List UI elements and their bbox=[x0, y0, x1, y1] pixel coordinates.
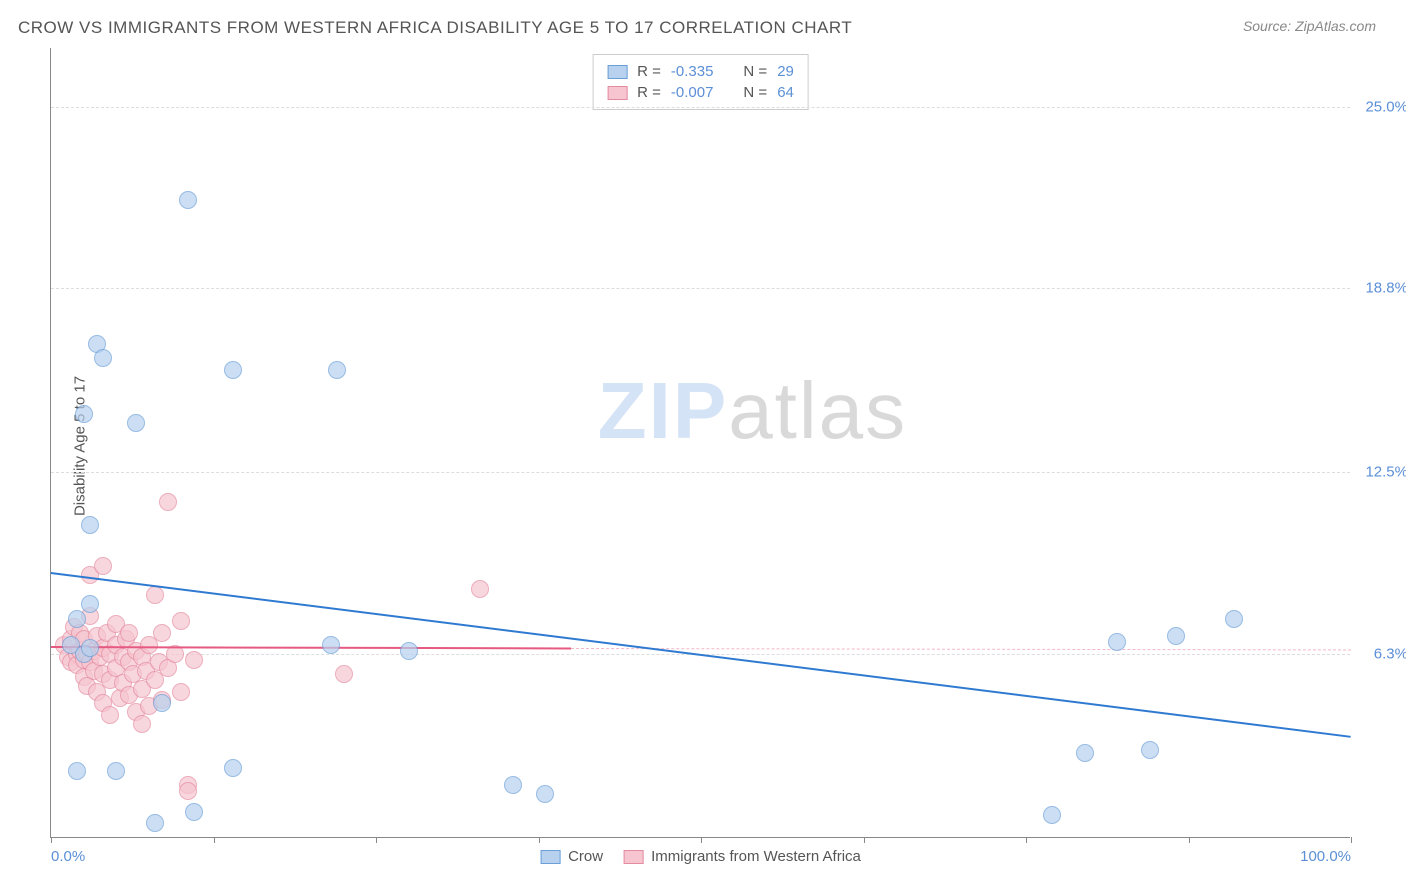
data-point-crow bbox=[1043, 806, 1061, 824]
legend-row-immigrants: R = -0.007 N = 64 bbox=[607, 82, 794, 103]
data-point-crow bbox=[224, 759, 242, 777]
data-point-crow bbox=[81, 595, 99, 613]
x-tick-label: 100.0% bbox=[1300, 848, 1351, 865]
data-point-crow bbox=[322, 636, 340, 654]
gridline bbox=[51, 288, 1350, 289]
data-point-immigrants bbox=[185, 651, 203, 669]
data-point-immigrants bbox=[172, 683, 190, 701]
x-tick-label: 0.0% bbox=[51, 848, 85, 865]
x-tick bbox=[539, 837, 540, 843]
chart-title: CROW VS IMMIGRANTS FROM WESTERN AFRICA D… bbox=[18, 18, 852, 38]
data-point-immigrants bbox=[172, 612, 190, 630]
y-tick-label: 12.5% bbox=[1365, 464, 1406, 481]
x-tick bbox=[1026, 837, 1027, 843]
data-point-crow bbox=[68, 762, 86, 780]
x-tick bbox=[1189, 837, 1190, 843]
gridline bbox=[51, 107, 1350, 108]
data-point-immigrants bbox=[120, 624, 138, 642]
data-point-crow bbox=[127, 414, 145, 432]
data-point-immigrants bbox=[471, 580, 489, 598]
x-tick bbox=[1351, 837, 1352, 843]
legend-item-immigrants: Immigrants from Western Africa bbox=[623, 848, 861, 865]
series-legend: Crow Immigrants from Western Africa bbox=[540, 848, 861, 865]
data-point-crow bbox=[1167, 627, 1185, 645]
data-point-immigrants bbox=[153, 624, 171, 642]
data-point-immigrants bbox=[159, 493, 177, 511]
data-point-crow bbox=[185, 803, 203, 821]
chart-source: Source: ZipAtlas.com bbox=[1243, 18, 1376, 34]
data-point-immigrants bbox=[94, 557, 112, 575]
swatch-immigrants bbox=[607, 86, 627, 100]
data-point-crow bbox=[1141, 741, 1159, 759]
data-point-immigrants bbox=[101, 706, 119, 724]
x-tick bbox=[376, 837, 377, 843]
data-point-crow bbox=[328, 361, 346, 379]
data-point-crow bbox=[107, 762, 125, 780]
x-tick bbox=[51, 837, 52, 843]
data-point-crow bbox=[81, 639, 99, 657]
y-tick-label: 18.8% bbox=[1365, 279, 1406, 296]
data-point-crow bbox=[1076, 744, 1094, 762]
y-tick-label: 6.3% bbox=[1374, 645, 1406, 662]
data-point-immigrants bbox=[146, 586, 164, 604]
data-point-crow bbox=[400, 642, 418, 660]
data-point-crow bbox=[504, 776, 522, 794]
watermark-logo: ZIPatlas bbox=[598, 365, 907, 457]
gridline bbox=[51, 472, 1350, 473]
data-point-immigrants bbox=[179, 782, 197, 800]
data-point-immigrants bbox=[133, 715, 151, 733]
data-point-crow bbox=[75, 405, 93, 423]
x-tick bbox=[701, 837, 702, 843]
data-point-crow bbox=[1225, 610, 1243, 628]
data-point-crow bbox=[68, 610, 86, 628]
correlation-scatter-chart: ZIPatlas R = -0.335 N = 29 R = -0.007 N … bbox=[50, 48, 1350, 838]
y-tick-label: 25.0% bbox=[1365, 98, 1406, 115]
x-tick bbox=[214, 837, 215, 843]
data-point-crow bbox=[536, 785, 554, 803]
x-tick bbox=[864, 837, 865, 843]
swatch-crow-icon bbox=[540, 850, 560, 864]
swatch-crow bbox=[607, 65, 627, 79]
legend-item-crow: Crow bbox=[540, 848, 603, 865]
data-point-crow bbox=[94, 349, 112, 367]
data-point-crow bbox=[179, 191, 197, 209]
data-point-crow bbox=[146, 814, 164, 832]
correlation-legend: R = -0.335 N = 29 R = -0.007 N = 64 bbox=[592, 54, 809, 110]
swatch-immigrants-icon bbox=[623, 850, 643, 864]
data-point-crow bbox=[153, 694, 171, 712]
chart-header: CROW VS IMMIGRANTS FROM WESTERN AFRICA D… bbox=[0, 0, 1406, 46]
legend-row-crow: R = -0.335 N = 29 bbox=[607, 61, 794, 82]
trend-line bbox=[571, 648, 1351, 650]
data-point-crow bbox=[81, 516, 99, 534]
data-point-crow bbox=[1108, 633, 1126, 651]
data-point-crow bbox=[224, 361, 242, 379]
data-point-immigrants bbox=[335, 665, 353, 683]
